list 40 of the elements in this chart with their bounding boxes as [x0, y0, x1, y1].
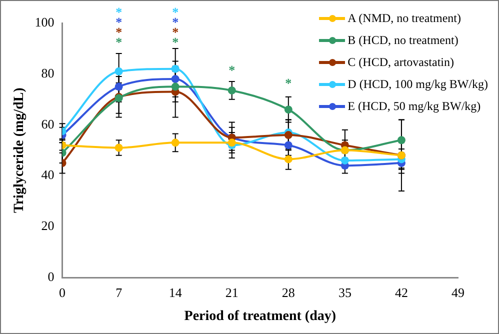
- point: [171, 138, 180, 147]
- point: [228, 138, 236, 147]
- y-tick-label: 0: [48, 269, 54, 284]
- x-tick-label: 7: [116, 284, 123, 300]
- y-tick-label: 40: [41, 167, 54, 182]
- x-tick-label: 42: [394, 284, 408, 300]
- x-tick-label: 14: [168, 284, 182, 300]
- point: [228, 86, 236, 94]
- x-tick-label: 49: [452, 284, 464, 300]
- annotation: *: [172, 34, 179, 50]
- x-tick-label: 35: [338, 284, 352, 300]
- point: [171, 82, 180, 91]
- y-tick-label: 20: [41, 218, 54, 234]
- point: [284, 131, 292, 140]
- x-tick-label: 0: [59, 284, 66, 300]
- y-tick-label: 60: [41, 116, 54, 132]
- point: [114, 144, 123, 152]
- legend-label: A (NMD, no treatment): [348, 10, 461, 26]
- legend-label: B (HCD, no treatment): [348, 32, 458, 48]
- annotation: *: [285, 75, 292, 90]
- legend-label: D (HCD, 100 mg/kg BW/kg): [348, 76, 488, 92]
- point: [397, 136, 406, 144]
- y-axis-title: Triglyceride (mg/dL): [12, 87, 28, 213]
- x-tick-label: 21: [225, 284, 238, 300]
- y-tick-label: 80: [41, 65, 54, 80]
- point: [284, 141, 292, 150]
- x-tick-label: 28: [282, 284, 295, 300]
- point: [114, 67, 123, 76]
- point: [171, 75, 180, 84]
- legend-label: C (HCD, artovastatin): [348, 54, 454, 70]
- x-axis-title: Period of treatment (day): [184, 309, 336, 324]
- point: [340, 156, 349, 164]
- point: [284, 155, 292, 164]
- point: [284, 106, 292, 114]
- point: [171, 64, 180, 73]
- annotation: *: [228, 62, 236, 78]
- y-tick-label: 100: [34, 14, 54, 30]
- point: [114, 82, 123, 91]
- legend-label: E (HCD, 50 mg/kg BW/kg): [348, 98, 481, 114]
- annotation: *: [116, 34, 122, 50]
